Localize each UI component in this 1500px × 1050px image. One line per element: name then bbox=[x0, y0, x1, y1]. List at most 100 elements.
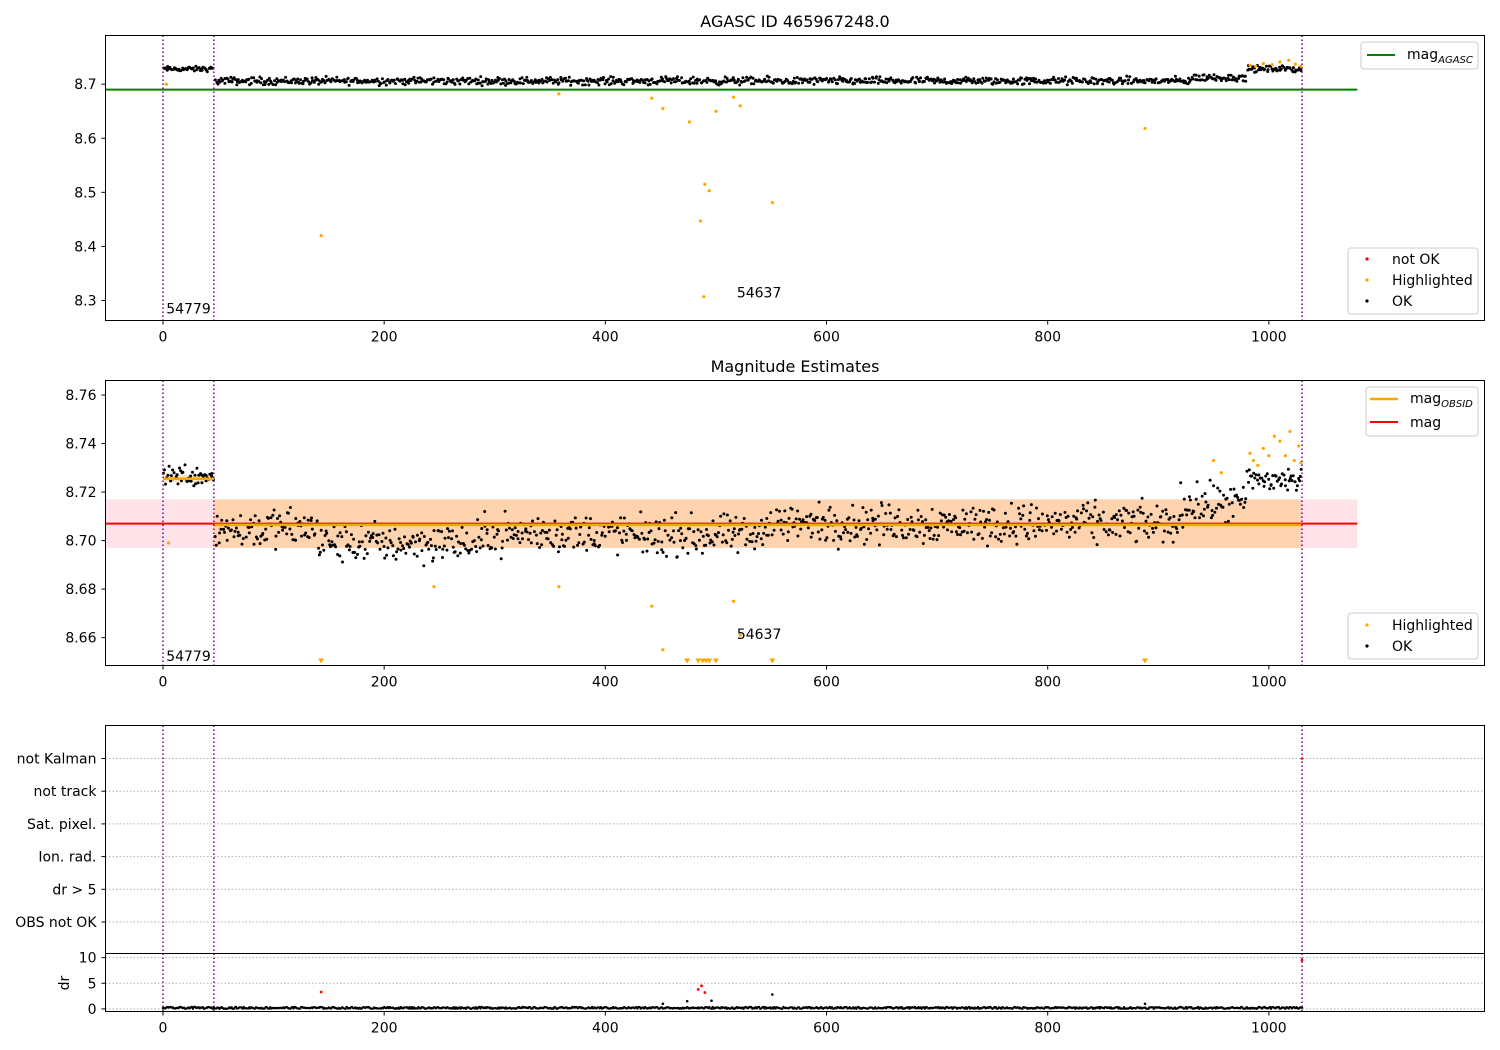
agasc-ok-point bbox=[384, 83, 388, 87]
agasc-ok-point bbox=[1014, 80, 1018, 84]
mag-ok-point bbox=[689, 511, 693, 515]
mag-ok-point bbox=[1165, 512, 1168, 516]
agasc-ok-point bbox=[1243, 74, 1247, 78]
agasc-ok-point bbox=[922, 80, 926, 83]
agasc-ok-point bbox=[718, 80, 721, 84]
agasc-ok-point bbox=[933, 81, 936, 85]
mag-ok-point bbox=[348, 545, 352, 548]
mag-ok-point bbox=[677, 529, 681, 533]
mag-ok-point bbox=[1106, 533, 1110, 537]
mag-highlighted-point bbox=[650, 604, 654, 608]
mag-ok-point bbox=[528, 531, 532, 535]
mag-ok-point bbox=[1113, 516, 1117, 519]
mag-ok-point bbox=[1117, 509, 1121, 513]
mag-ok-point bbox=[1072, 514, 1076, 518]
mag-ok-point bbox=[916, 508, 920, 512]
mag-xtick-label: 200 bbox=[371, 675, 398, 691]
agasc-ok-point bbox=[401, 82, 405, 86]
mag-ok-point bbox=[1218, 489, 1222, 493]
mag-ok-point bbox=[290, 532, 294, 536]
mag-ok-point bbox=[744, 543, 748, 547]
mag-ok-point bbox=[459, 542, 463, 545]
mag-ok-point bbox=[971, 506, 975, 510]
mag-ok-point bbox=[729, 544, 733, 548]
agasc-ok-point bbox=[564, 76, 567, 80]
mag-ok-point bbox=[310, 516, 313, 520]
agasc-ok-point bbox=[678, 79, 681, 82]
mag-ok-point bbox=[175, 473, 179, 477]
mag-ok-point bbox=[476, 518, 480, 522]
agasc-ok-point bbox=[866, 80, 869, 84]
agasc-ok-point bbox=[1266, 68, 1270, 72]
mag-ok-point bbox=[1093, 498, 1097, 502]
mag-ok-point bbox=[1122, 506, 1126, 510]
mag-ok-point bbox=[429, 537, 432, 541]
mag-ok-point bbox=[867, 527, 871, 531]
agasc-highlighted-point bbox=[1270, 63, 1274, 67]
mag-ok-point bbox=[657, 527, 661, 531]
mag-ok-point bbox=[247, 531, 251, 535]
agasc-ok-point bbox=[450, 80, 454, 84]
agasc-ok-point bbox=[805, 78, 809, 82]
mag-ok-point bbox=[1138, 505, 1142, 509]
mag-ok-point bbox=[956, 533, 959, 536]
agasc-ok-point bbox=[680, 76, 684, 80]
mag-ok-point bbox=[1015, 542, 1019, 546]
dr-point bbox=[976, 1005, 980, 1009]
mag-ok-point bbox=[675, 555, 679, 559]
agasc-ok-point bbox=[752, 82, 756, 86]
agasc-ok-point bbox=[192, 69, 196, 73]
mag-ok-point bbox=[258, 542, 262, 546]
agasc-ok-point bbox=[1234, 77, 1238, 81]
mag-ok-point bbox=[1128, 531, 1132, 535]
agasc-ok-point bbox=[1127, 78, 1130, 82]
mag-ok-point bbox=[821, 515, 825, 519]
mag-ok-point bbox=[1230, 501, 1234, 505]
mag-ok-point bbox=[195, 466, 199, 470]
mag-ok-point bbox=[856, 535, 859, 538]
mag-ok-point bbox=[1002, 532, 1006, 536]
agasc-ok-point bbox=[731, 76, 735, 80]
mag-highlighted-point bbox=[1272, 434, 1276, 438]
agasc-ok-point bbox=[388, 81, 392, 85]
agasc-ok-point bbox=[416, 76, 420, 80]
mag-ok-point bbox=[983, 525, 987, 529]
mag-ok-point bbox=[839, 537, 843, 541]
agasc-ok-point bbox=[230, 80, 234, 84]
legend-marker-ok bbox=[1365, 299, 1369, 303]
mag-ok-point bbox=[349, 533, 353, 537]
agasc-ok-point bbox=[1057, 77, 1060, 80]
mag-ok-point bbox=[215, 514, 219, 518]
mag-ok-point bbox=[283, 525, 287, 529]
mag-ok-point bbox=[823, 518, 827, 522]
mag-ok-point bbox=[796, 509, 800, 513]
dr-point bbox=[1268, 1005, 1272, 1009]
mag-ok-point bbox=[699, 530, 703, 534]
mag-ok-point bbox=[600, 533, 604, 537]
mag-ok-point bbox=[958, 533, 962, 537]
mag-ok-point bbox=[441, 556, 444, 559]
agasc-ok-point bbox=[569, 83, 573, 87]
mag-ok-point bbox=[189, 474, 193, 478]
mag-ok-point bbox=[712, 543, 716, 547]
agasc-ok-point bbox=[830, 80, 834, 84]
mag-ok-point bbox=[549, 541, 553, 545]
mag-ok-point bbox=[734, 515, 738, 519]
agasc-ok-point bbox=[226, 77, 230, 81]
agasc-highlighted-point bbox=[1253, 64, 1258, 68]
mag-ok-point bbox=[1116, 518, 1119, 522]
agasc-ok-point bbox=[1291, 70, 1295, 74]
agasc-ok-point bbox=[829, 77, 833, 81]
mag-ok-point bbox=[437, 529, 441, 533]
mag-ok-point bbox=[779, 518, 783, 522]
agasc-ok-point bbox=[1083, 78, 1087, 81]
mag-ok-point bbox=[864, 510, 868, 514]
mag-ok-point bbox=[1247, 468, 1251, 472]
mag-ok-point bbox=[1225, 496, 1229, 500]
mag-ok-point bbox=[532, 530, 536, 534]
agasc-ok-point bbox=[386, 78, 390, 81]
agasc-ok-point bbox=[1012, 77, 1015, 81]
mag-ok-point bbox=[896, 514, 900, 518]
mag-ok-point bbox=[810, 531, 814, 535]
mag-ok-point bbox=[866, 518, 870, 522]
